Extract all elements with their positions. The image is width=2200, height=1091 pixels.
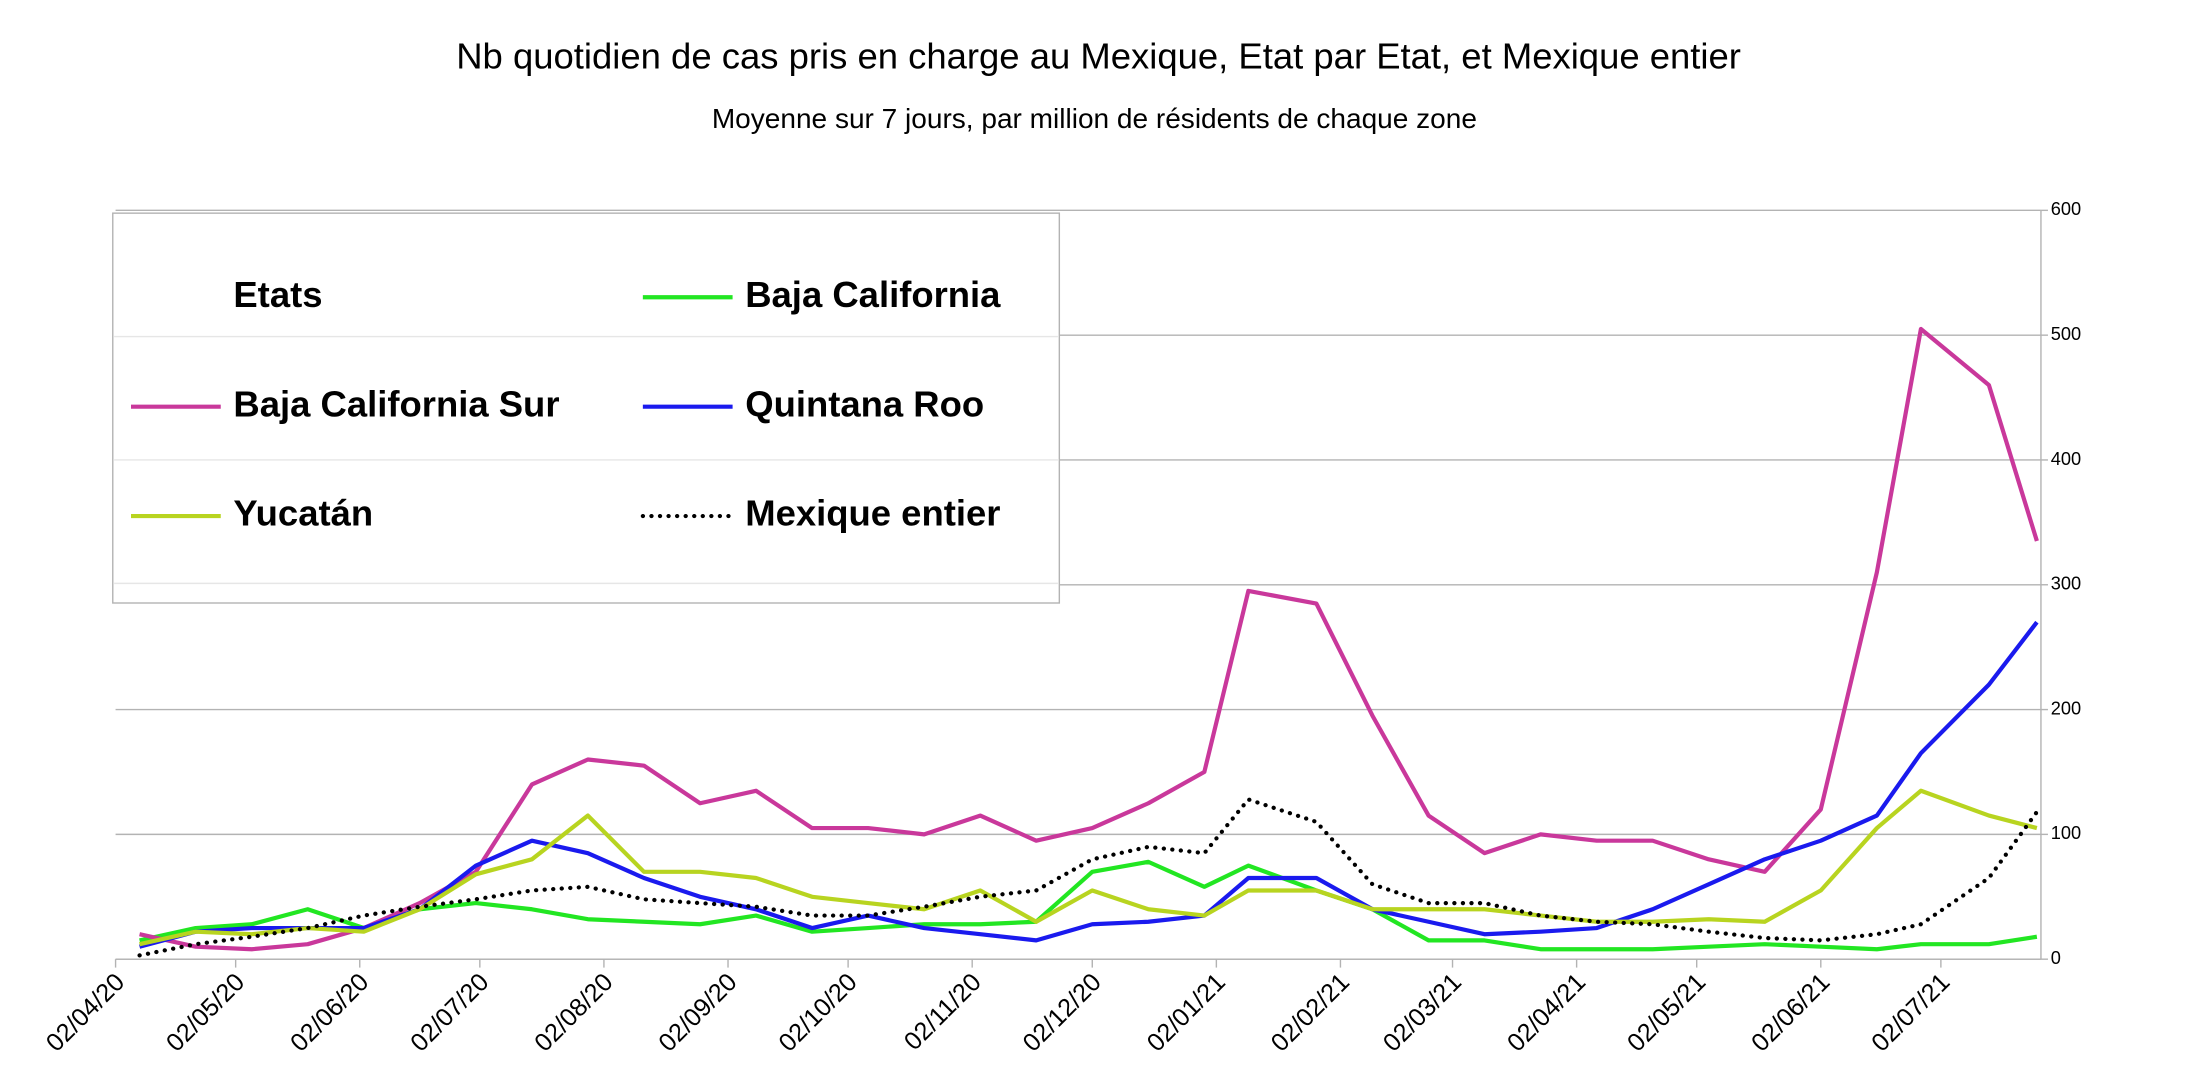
legend-label: Mexique entier <box>745 493 1000 534</box>
x-tick-label: 02/03/21 <box>1378 968 1467 1057</box>
x-tick-label: 02/04/21 <box>1502 968 1591 1057</box>
chart-title: Nb quotidien de cas pris en charge au Me… <box>456 36 1741 77</box>
x-tick-label: 02/07/20 <box>405 968 494 1057</box>
y-tick-label: 600 <box>2051 198 2081 219</box>
x-tick-label: 02/02/21 <box>1266 968 1355 1057</box>
y-tick-label: 100 <box>2051 822 2081 843</box>
y-tick-label: 300 <box>2051 573 2081 594</box>
series-line <box>139 859 2038 952</box>
y-tick-label: 500 <box>2051 323 2081 344</box>
chart-subtitle: Moyenne sur 7 jours, par million de rési… <box>712 103 1477 134</box>
series-line <box>139 788 2038 947</box>
x-tick-label: 02/05/20 <box>161 968 250 1057</box>
y-tick-label: 0 <box>2051 947 2061 968</box>
legend-label: Quintana Roo <box>745 383 984 424</box>
x-tick-label: 02/06/20 <box>285 968 374 1057</box>
x-tick-label: 02/04/20 <box>41 968 130 1057</box>
legend-title: Etats <box>233 274 322 315</box>
series-line <box>139 620 2039 949</box>
series-line <box>137 797 2039 958</box>
x-tick-label: 02/05/21 <box>1622 968 1711 1057</box>
x-tick-label: 02/07/21 <box>1866 968 1955 1057</box>
y-tick-label: 400 <box>2051 448 2081 469</box>
y-tick-label: 200 <box>2051 697 2081 718</box>
x-tick-label: 02/11/20 <box>899 968 987 1056</box>
x-tick-label: 02/08/20 <box>529 968 618 1057</box>
x-tick-label: 02/09/20 <box>653 968 742 1057</box>
legend-box <box>112 212 1061 604</box>
x-tick-label: 02/10/20 <box>773 968 862 1057</box>
legend-label: Baja California Sur <box>233 383 559 424</box>
x-tick-label: 02/06/21 <box>1746 968 1835 1057</box>
x-tick-label: 02/01/21 <box>1142 968 1231 1057</box>
legend-label: Yucatán <box>233 493 373 534</box>
x-tick-label: 02/12/20 <box>1018 968 1107 1057</box>
legend-label: Baja California <box>745 274 1001 315</box>
